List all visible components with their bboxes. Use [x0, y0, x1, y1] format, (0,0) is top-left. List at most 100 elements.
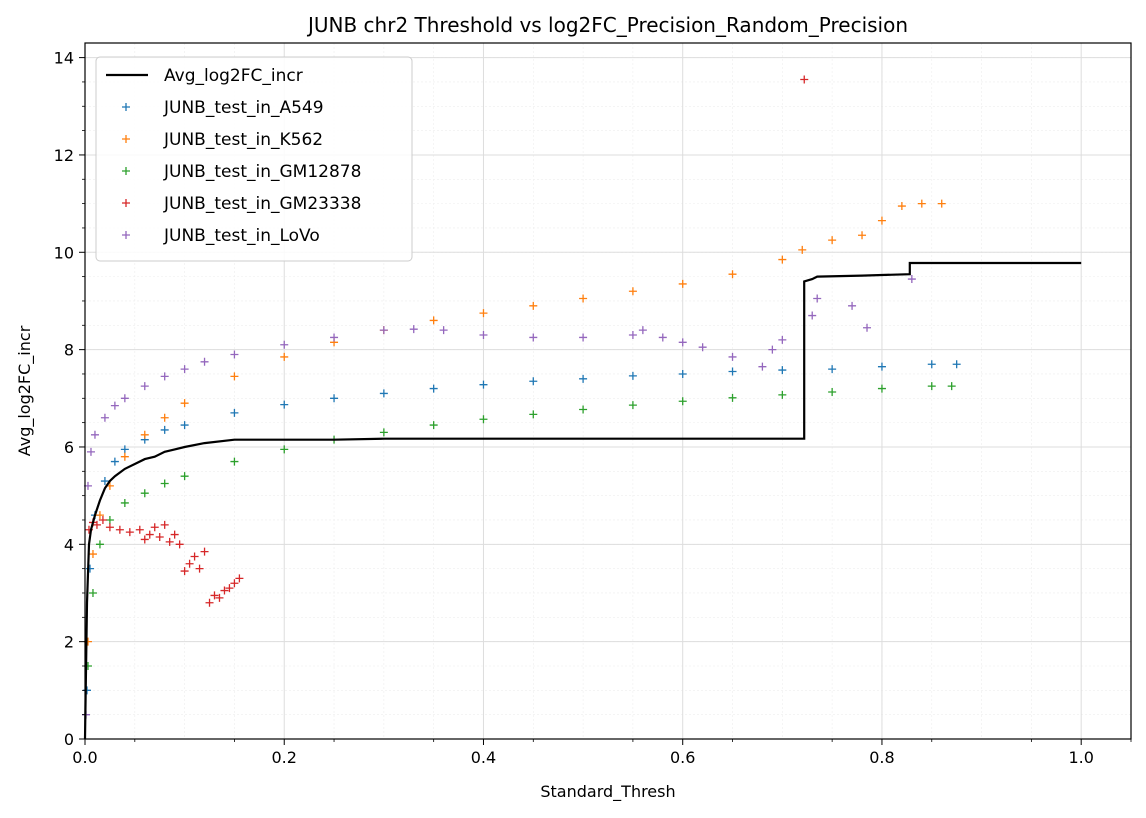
data-point [628, 401, 637, 410]
data-point [98, 515, 107, 524]
data-point [628, 331, 637, 340]
data-point [225, 584, 234, 593]
data-point [92, 520, 101, 529]
data-point [728, 393, 737, 402]
data-point [768, 345, 777, 354]
data-point [698, 343, 707, 352]
data-point [230, 457, 239, 466]
data-point [95, 540, 104, 549]
legend-box [95, 56, 413, 262]
data-point [170, 530, 179, 539]
legend-label: Avg_log2FC_incr [164, 66, 303, 86]
data-point [140, 489, 149, 498]
data-point [165, 537, 174, 546]
data-point [330, 394, 339, 403]
data-point [863, 323, 872, 332]
data-point [952, 360, 961, 369]
data-point [120, 498, 129, 507]
data-point [100, 413, 109, 422]
data-point [429, 421, 438, 430]
y-tick-label: 14 [54, 49, 74, 68]
data-point [897, 202, 906, 211]
data-point [185, 559, 194, 568]
data-point [778, 366, 787, 375]
data-point [439, 326, 448, 335]
y-tick-label: 12 [54, 146, 74, 165]
data-point [813, 294, 822, 303]
legend-swatch-marker [122, 199, 130, 207]
data-point [330, 333, 339, 342]
data-point [140, 535, 149, 544]
data-point [110, 457, 119, 466]
data-point [160, 520, 169, 529]
data-point [379, 389, 388, 398]
data-point [638, 326, 647, 335]
data-point [105, 515, 114, 524]
data-point [280, 352, 289, 361]
data-point [210, 591, 219, 600]
data-point [658, 333, 667, 342]
legend: Avg_log2FC_incr JUNB_test_in_A549 JUNB_tes… [95, 56, 413, 262]
data-point [778, 335, 787, 344]
data-point [180, 421, 189, 430]
data-point [529, 410, 538, 419]
series-JUNB_test_in_K562 [83, 199, 946, 646]
data-point [175, 540, 184, 549]
data-point [155, 533, 164, 542]
data-point [678, 397, 687, 406]
data-point [205, 598, 214, 607]
data-point [800, 75, 809, 84]
data-point [86, 447, 95, 456]
y-tick-label: 8 [64, 341, 74, 360]
data-point [678, 338, 687, 347]
x-tick-label: 0.4 [471, 748, 496, 767]
data-point [145, 530, 154, 539]
legend-label: JUNB_test_in_GM23338 [163, 194, 361, 214]
y-tick-label: 6 [64, 438, 74, 457]
x-tick-label: 0.0 [72, 748, 97, 767]
data-point [579, 374, 588, 383]
avg-line [83, 261, 1082, 740]
data-point [110, 401, 119, 410]
data-point [927, 382, 936, 391]
series-JUNB_test_in_GM23338 [84, 75, 809, 607]
data-point [678, 369, 687, 378]
data-point [907, 275, 916, 284]
legend-swatch-marker [122, 135, 130, 143]
data-point [280, 445, 289, 454]
y-tick-label: 4 [64, 535, 74, 554]
data-point [479, 309, 488, 318]
data-point [479, 415, 488, 424]
data-point [230, 579, 239, 588]
data-point [100, 477, 109, 486]
data-point [479, 380, 488, 389]
data-point [180, 365, 189, 374]
data-point [125, 528, 134, 537]
y-tick-label: 2 [64, 633, 74, 652]
data-point [877, 362, 886, 371]
data-point [180, 472, 189, 481]
data-point [200, 357, 209, 366]
data-point [180, 567, 189, 576]
data-point [937, 199, 946, 208]
x-tick-label: 0.8 [869, 748, 894, 767]
data-point [190, 552, 199, 561]
x-axis-label: Standard_Thresh [540, 782, 675, 802]
data-point [160, 425, 169, 434]
data-point [828, 236, 837, 245]
data-point [95, 511, 104, 520]
data-point [579, 294, 588, 303]
data-point [877, 216, 886, 225]
data-point [160, 479, 169, 488]
data-point [758, 362, 767, 371]
data-point [828, 365, 837, 374]
data-point [200, 547, 209, 556]
y-tick-label: 0 [64, 730, 74, 749]
x-tick-label: 0.2 [272, 748, 297, 767]
plot-frame [84, 42, 1132, 740]
data-point [429, 316, 438, 325]
series-layer [81, 75, 961, 719]
data-point [215, 593, 224, 602]
data-point [280, 340, 289, 349]
data-point [120, 452, 129, 461]
